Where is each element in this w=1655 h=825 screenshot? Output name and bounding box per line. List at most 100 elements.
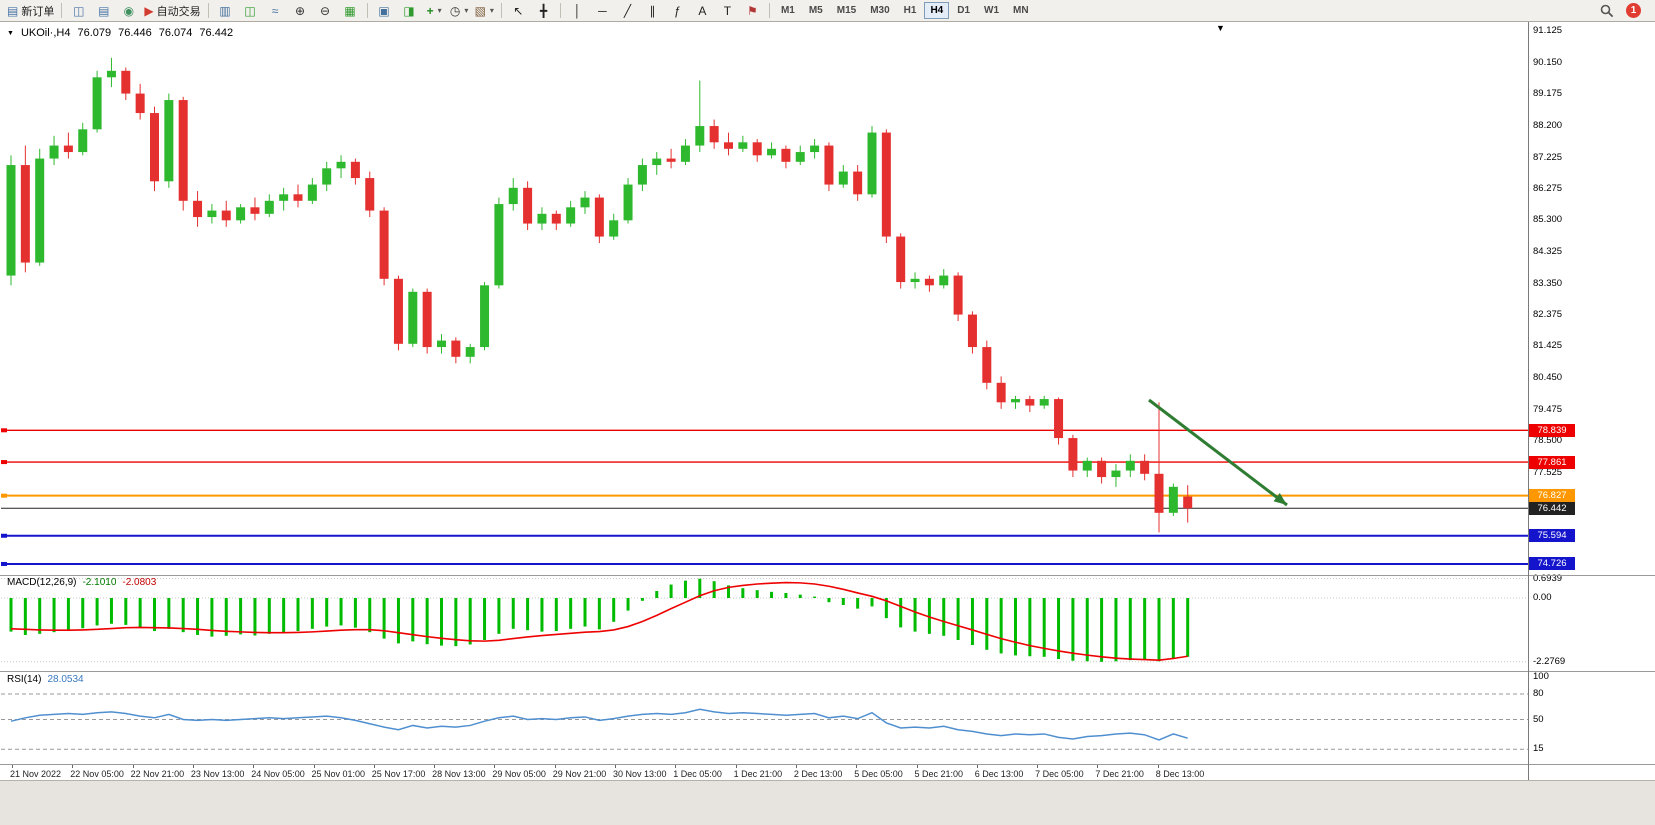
zoom-in-icon: ⊕ (295, 3, 306, 18)
price-axis-label: 84.325 (1533, 246, 1563, 257)
time-axis-tick (132, 765, 134, 768)
crosshair-button[interactable]: ╋ (531, 1, 556, 20)
macd-signal-line (10, 581, 1188, 661)
time-axis-label: 8 Dec 13:00 (1155, 769, 1205, 779)
macd-panel[interactable] (1, 576, 1528, 671)
search-button[interactable] (1594, 1, 1619, 20)
timeframe-m30[interactable]: M30 (870, 5, 890, 16)
ohlc-open: 76.079 (77, 27, 112, 39)
price-axis-label: 86.275 (1533, 182, 1563, 194)
toolbar-separator (366, 3, 368, 18)
price-chart[interactable] (1, 22, 1528, 575)
arrange-charts-button[interactable]: ◨ (397, 1, 422, 20)
vertical-line-icon: │ (573, 3, 582, 18)
timeframe-m5[interactable]: M5 (808, 5, 823, 16)
timeframe-m15[interactable]: M15 (836, 5, 857, 16)
arrows-button[interactable]: ⚑ (740, 1, 765, 20)
horizontal-line-button[interactable]: ─ (590, 1, 615, 20)
time-axis-label: 5 Dec 21:00 (914, 769, 964, 779)
price-badge: 77.861 (1529, 455, 1575, 469)
time-axis-tick (1157, 765, 1159, 768)
time-axis-label: 29 Nov 05:00 (492, 769, 546, 779)
templates-button[interactable]: ▧ ▾ (472, 1, 497, 20)
timeframe-h4[interactable]: H4 (924, 2, 950, 19)
panel-separator[interactable] (0, 575, 1655, 576)
trend-arrow-annotation (1148, 398, 1288, 507)
bar-chart-button[interactable]: ▥ (213, 1, 238, 20)
toolbar-separator (207, 3, 209, 18)
price-axis[interactable]: 91.125 90.150 89.175 88.200 87.225 86.275 85.3… (1529, 22, 1655, 780)
price-axis-label: 89.175 (1533, 88, 1563, 100)
chart-shift-marker-icon[interactable]: ▼ (1216, 23, 1225, 33)
candlestick-chart-button[interactable]: ◫ (238, 1, 263, 20)
autotrade-button[interactable]: ▶ 自动交易 (141, 1, 203, 20)
vertical-line-button[interactable]: │ (565, 1, 590, 20)
macd-axis-label: 0.00 (1533, 592, 1552, 603)
notification-badge[interactable]: 1 (1626, 3, 1641, 18)
periods-button[interactable]: ◷ ▾ (447, 1, 472, 20)
trendline-button[interactable]: ╱ (615, 1, 640, 20)
price-axis-label: 85.300 (1533, 214, 1563, 226)
cursor-button[interactable]: ↖ (506, 1, 531, 20)
price-axis-border (1528, 22, 1529, 780)
time-axis-tick (253, 765, 255, 768)
fibonacci-button[interactable]: ƒ (665, 1, 690, 20)
crosshair-icon: ╋ (539, 3, 548, 18)
rsi-panel[interactable] (1, 672, 1528, 764)
bar-chart-icon: ▥ (219, 3, 231, 18)
timeframe-mn[interactable]: MN (1013, 5, 1029, 16)
price-axis-label: 77.525 (1533, 467, 1563, 478)
macd-name: MACD(12,26,9) (7, 577, 77, 588)
rsi-axis-label: 100 (1533, 671, 1549, 682)
price-axis-label: 83.350 (1533, 277, 1563, 289)
price-axis-label: 79.475 (1533, 403, 1563, 415)
market-watch-icon: ◫ (73, 3, 85, 18)
time-axis-tick (554, 765, 556, 768)
arrows-icon: ⚑ (747, 3, 758, 18)
arrange-charts-icon: ◨ (403, 3, 415, 18)
time-axis-label: 1 Dec 21:00 (733, 769, 783, 779)
chevron-down-icon: ▾ (464, 6, 469, 15)
timeframe-m1[interactable]: M1 (780, 5, 795, 16)
tile-windows-icon: ▦ (344, 3, 356, 18)
price-badge: 76.442 (1529, 501, 1575, 515)
rsi-label: RSI(14) 28.0534 (7, 674, 84, 685)
tile-windows-button[interactable]: ▦ (338, 1, 363, 20)
zoom-out-button[interactable]: ⊖ (313, 1, 338, 20)
candlestick-chart-icon: ◫ (244, 3, 256, 18)
new-chart-button[interactable]: + ▾ (422, 1, 447, 20)
symbol-dropdown-icon[interactable]: ▼ (7, 29, 14, 37)
panel-separator[interactable] (0, 671, 1655, 672)
cascade-windows-button[interactable]: ▣ (372, 1, 397, 20)
time-axis-label: 7 Dec 21:00 (1095, 769, 1144, 779)
new-order-button[interactable]: ▤ 新订单 (4, 1, 57, 20)
text-button[interactable]: A (690, 1, 715, 20)
channel-button[interactable]: ∥ (640, 1, 665, 20)
zoom-in-button[interactable]: ⊕ (288, 1, 313, 20)
price-axis-label: 78.500 (1533, 435, 1563, 447)
panel-separator (0, 764, 1655, 765)
data-window-button[interactable]: ▤ (91, 1, 116, 20)
macd-main-value: -2.1010 (82, 577, 117, 588)
time-axis-tick (856, 765, 858, 768)
price-badge: 78.839 (1529, 423, 1575, 437)
timeframe-h1[interactable]: H1 (903, 5, 917, 16)
label-button[interactable]: T (715, 1, 740, 20)
navigator-button[interactable]: ◉ (116, 1, 141, 20)
time-axis[interactable]: 21 Nov 2022 22 Nov 05:00 22 Nov 21:00 23 No… (0, 765, 1528, 780)
rsi-axis-label: 80 (1533, 688, 1544, 699)
price-axis-label: 88.200 (1533, 120, 1563, 132)
line-chart-button[interactable]: ≈ (263, 1, 288, 20)
timeframe-w1[interactable]: W1 (984, 5, 1000, 16)
toolbar-separator (61, 3, 63, 18)
time-axis-tick (615, 765, 616, 768)
templates-icon: ▧ (474, 3, 486, 18)
time-axis-tick (373, 765, 375, 768)
rsi-name: RSI(14) (7, 674, 42, 685)
time-axis-tick (735, 765, 737, 768)
timeframe-d1[interactable]: D1 (957, 5, 971, 16)
market-watch-button[interactable]: ◫ (66, 1, 91, 20)
zoom-out-icon: ⊖ (320, 3, 331, 18)
rsi-axis-label: 50 (1533, 713, 1544, 725)
